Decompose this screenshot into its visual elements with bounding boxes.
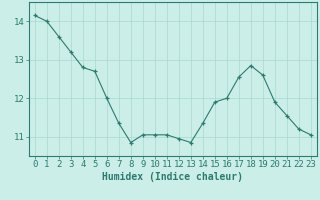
X-axis label: Humidex (Indice chaleur): Humidex (Indice chaleur) [102, 172, 243, 182]
